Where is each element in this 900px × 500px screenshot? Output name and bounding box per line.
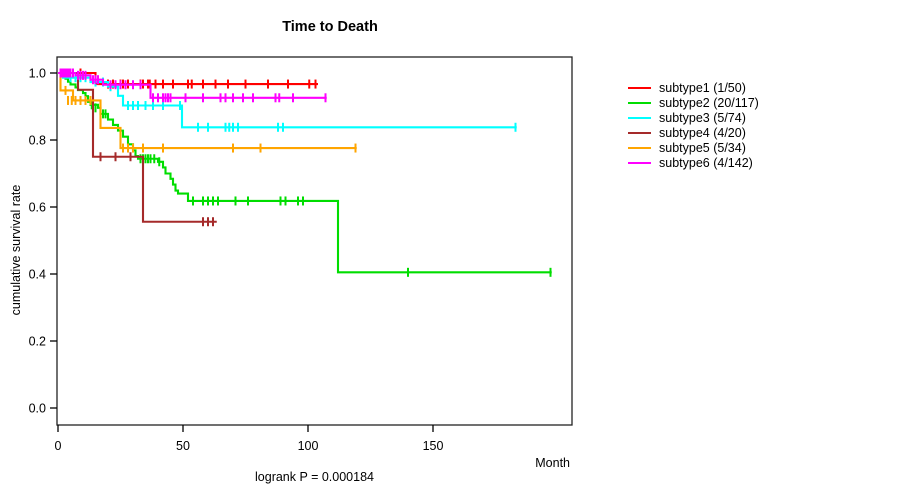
y-tick-label: 0.4: [29, 267, 46, 281]
legend-line-swatch: [628, 161, 651, 164]
y-tick-label: 0.8: [29, 133, 46, 147]
legend-label: subtype1 (1/50): [659, 80, 746, 95]
legend-item-subtype1: subtype1 (1/50): [628, 80, 759, 95]
y-tick-label: 0.0: [29, 401, 46, 415]
legend-line-swatch: [628, 86, 651, 89]
legend-label: subtype3 (5/74): [659, 110, 746, 125]
legend-label: subtype2 (20/117): [659, 95, 759, 110]
chart-title: Time to Death: [282, 19, 378, 35]
legend: subtype1 (1/50) subtype2 (20/117) subtype3…: [628, 80, 759, 170]
legend-item-subtype6: subtype6 (4/142): [628, 155, 759, 170]
x-axis-label: Month: [535, 456, 570, 470]
legend-line-swatch: [628, 131, 651, 134]
x-tick-label: 0: [55, 439, 62, 453]
legend-label: subtype4 (4/20): [659, 125, 746, 140]
y-tick-label: 0.6: [29, 200, 46, 214]
x-tick-label: 50: [176, 439, 190, 453]
legend-label: subtype6 (4/142): [659, 155, 753, 170]
curve-subtype6: [58, 71, 327, 99]
legend-line-swatch: [628, 146, 651, 149]
curve-subtype3: [58, 71, 517, 129]
curve-subtype5: [58, 71, 357, 150]
legend-item-subtype2: subtype2 (20/117): [628, 95, 759, 110]
logrank-p-value: logrank P = 0.000184: [255, 470, 374, 484]
y-tick-label: 1.0: [29, 66, 46, 80]
legend-line-swatch: [628, 101, 651, 104]
legend-line-swatch: [628, 116, 651, 119]
x-tick-label: 100: [298, 439, 319, 453]
legend-item-subtype3: subtype3 (5/74): [628, 110, 759, 125]
legend-item-subtype4: subtype4 (4/20): [628, 125, 759, 140]
y-tick-label: 0.2: [29, 334, 46, 348]
y-axis-label: cumulative survival rate: [9, 184, 23, 316]
legend-item-subtype5: subtype5 (5/34): [628, 140, 759, 155]
x-tick-label: 150: [423, 439, 444, 453]
legend-label: subtype5 (5/34): [659, 140, 746, 155]
plot-frame: [56, 56, 573, 426]
